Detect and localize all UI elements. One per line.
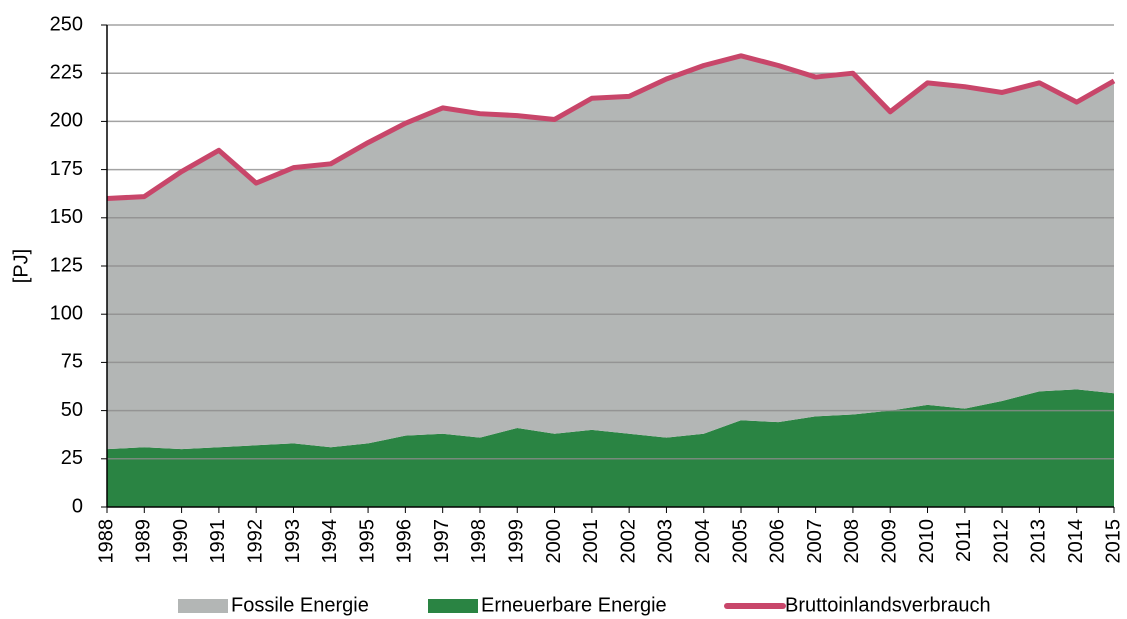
area — [107, 389, 1114, 507]
x-tick-label: 2013 — [1028, 519, 1050, 564]
y-tick-label: 100 — [50, 302, 83, 324]
x-tick-label: 2003 — [655, 519, 677, 564]
x-tick-label: 2009 — [879, 519, 901, 564]
x-tick-label: 2008 — [841, 519, 863, 564]
x-tick-label: 1988 — [95, 519, 117, 564]
legend-label: Erneuerbare Energie — [481, 594, 667, 616]
x-tick-label: 1998 — [468, 519, 490, 564]
x-tick-label: 2004 — [692, 519, 714, 564]
y-axis-label: [PJ] — [10, 249, 32, 283]
x-tick-label: 1995 — [356, 519, 378, 564]
x-tick-label: 2014 — [1065, 519, 1087, 564]
y-tick-label: 150 — [50, 206, 83, 228]
legend-label: Bruttoinlandsverbrauch — [785, 594, 991, 616]
y-tick-label: 50 — [61, 399, 83, 421]
x-tick-label: 1991 — [207, 519, 229, 564]
legend-swatch — [178, 599, 228, 613]
y-tick-label: 250 — [50, 13, 83, 35]
x-tick-label: 2011 — [953, 519, 975, 562]
y-tick-label: 225 — [50, 61, 83, 83]
x-tick-label: 1996 — [394, 519, 416, 564]
area — [107, 55, 1114, 450]
x-tick-label: 2015 — [1102, 519, 1124, 564]
x-tick-label: 1990 — [170, 519, 192, 564]
x-tick-label: 2002 — [617, 519, 639, 564]
x-tick-label: 2005 — [729, 519, 751, 564]
x-tick-label: 2012 — [990, 519, 1012, 564]
x-tick-label: 1993 — [282, 519, 304, 564]
x-tick-label: 1992 — [244, 519, 266, 564]
x-tick-label: 1994 — [319, 519, 341, 564]
line — [106, 53, 1116, 202]
x-tick-label: 2000 — [543, 519, 565, 564]
y-tick-label: 125 — [50, 254, 83, 276]
y-tick-label: 175 — [50, 158, 83, 180]
x-tick-label: 1989 — [133, 519, 155, 564]
x-tick-label: 2001 — [580, 519, 602, 564]
y-tick-label: 0 — [72, 495, 83, 517]
x-tick-label: 1997 — [431, 519, 453, 564]
x-tick-label: 1999 — [506, 519, 528, 564]
x-tick-label: 2007 — [804, 519, 826, 564]
legend-label: Fossile Energie — [231, 594, 369, 616]
legend-swatch — [428, 599, 478, 613]
x-tick-label: 2010 — [916, 519, 938, 564]
x-tick-label: 2006 — [767, 519, 789, 564]
y-tick-label: 75 — [61, 351, 83, 373]
y-tick-label: 25 — [61, 447, 83, 469]
y-tick-label: 200 — [50, 110, 83, 132]
